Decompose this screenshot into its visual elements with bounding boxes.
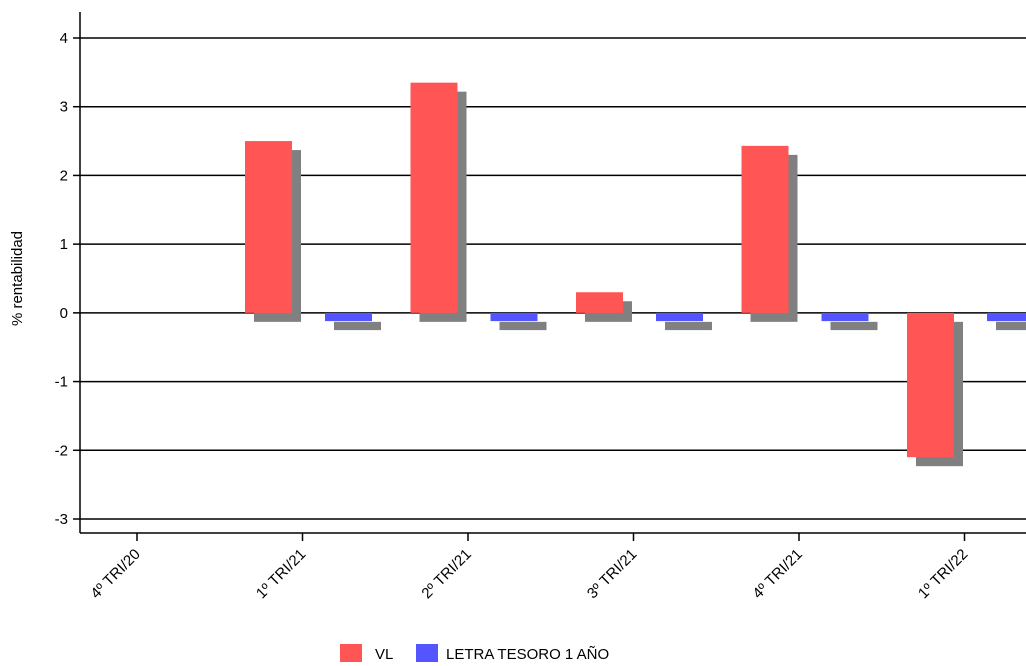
bar-shadow (334, 321, 381, 331)
bar-vl-5 (907, 312, 954, 458)
bar-shadow (996, 321, 1026, 331)
x-tick-labels: 4º TRI/20 1º TRI/21 2º TRI/21 3º TRI/21 4º T… (87, 546, 971, 602)
y-tick-label: 2 (60, 167, 68, 184)
legend-label-vl: VL (375, 646, 393, 663)
y-tick-label: 3 (60, 99, 68, 116)
bar-letra-tesoro-2 (490, 312, 538, 322)
legend-label-letra-tesoro: LETRA TESORO 1 AÑO (446, 646, 609, 663)
x-tick-label: 2º TRI/21 (418, 546, 474, 602)
bar-vl-4 (741, 145, 789, 313)
y-tick-label: -2 (55, 442, 68, 459)
bar-vl-1 (245, 141, 292, 313)
bar-letra-tesoro-1 (325, 312, 372, 322)
axes (73, 12, 1026, 541)
bar-shadow (665, 321, 712, 331)
y-tick-label: 0 (60, 305, 68, 322)
bar-shadow (830, 321, 878, 331)
bar-vl-3 (576, 292, 623, 313)
bar-letra-tesoro-3 (656, 312, 703, 322)
x-tick-label: 3º TRI/21 (584, 546, 640, 602)
bar-letra-tesoro-5 (987, 312, 1026, 322)
y-tick-label: -3 (55, 511, 68, 528)
bar-letra-tesoro-4 (821, 312, 869, 322)
legend-swatch-vl (340, 644, 362, 662)
y-tick-label: -1 (55, 374, 68, 391)
bar-shadow (499, 321, 547, 331)
grid-lines (80, 37, 1026, 520)
x-tick-label: 4º TRI/20 (87, 546, 143, 602)
x-tick-label: 4º TRI/21 (749, 546, 805, 602)
y-tick-labels: -3 -2 -1 0 1 2 3 4 (55, 30, 68, 528)
x-tick-label: 1º TRI/22 (915, 546, 971, 602)
x-tick-label: 1º TRI/21 (253, 546, 309, 602)
legend-swatch-letra-tesoro (416, 644, 438, 662)
bars (245, 82, 1026, 458)
y-tick-label: 1 (60, 236, 68, 253)
y-tick-label: 4 (60, 30, 68, 47)
y-axis-title: % rentabilidad (9, 231, 26, 326)
bar-vl-2 (410, 82, 458, 313)
legend: VL LETRA TESORO 1 AÑO (340, 644, 609, 663)
